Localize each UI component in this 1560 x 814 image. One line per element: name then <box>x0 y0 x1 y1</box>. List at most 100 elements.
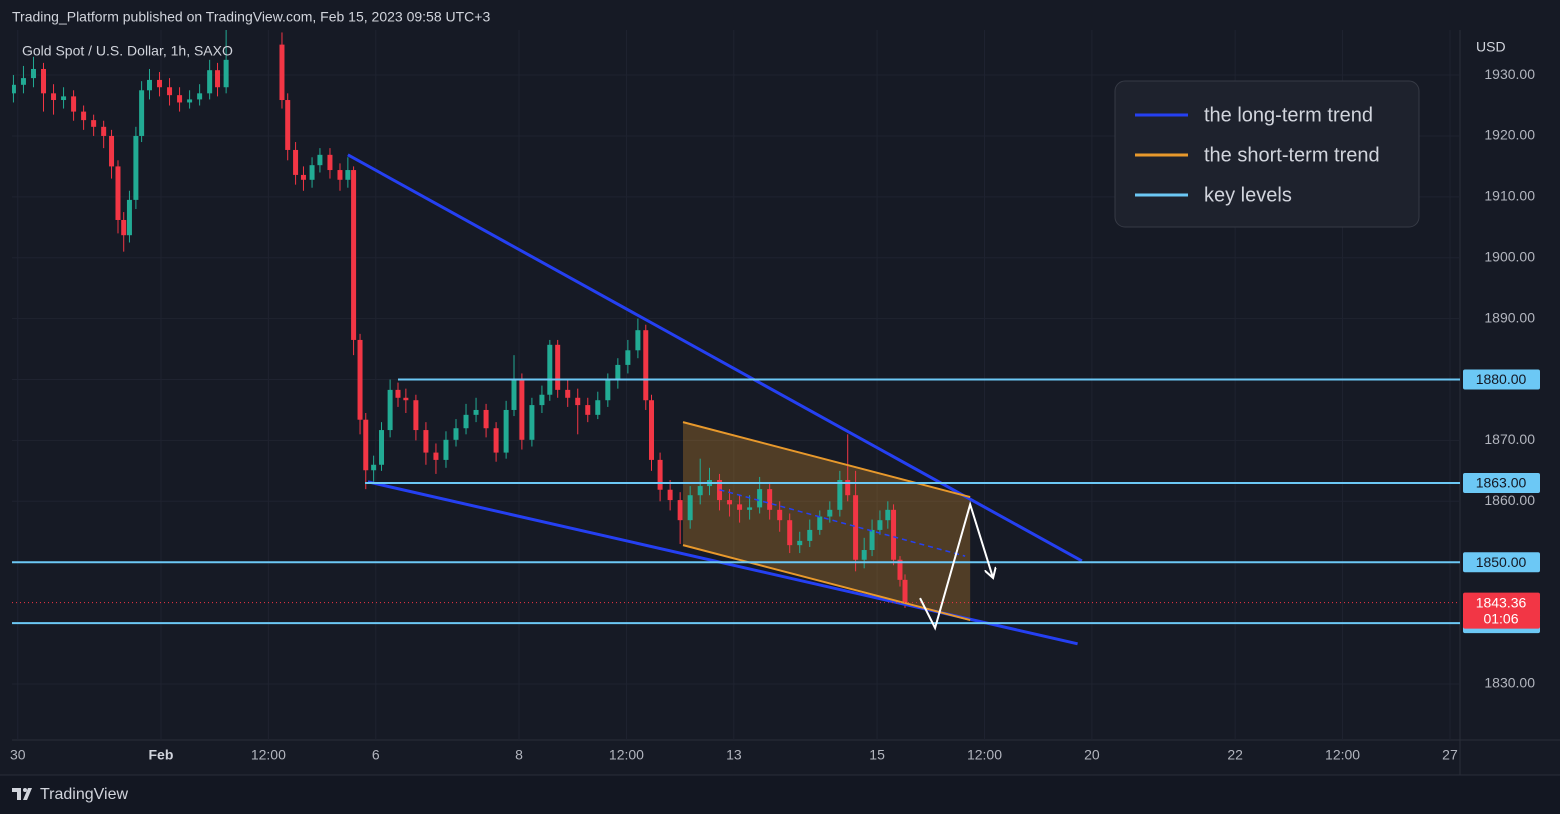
candle-body <box>837 479 843 510</box>
candle-body <box>395 389 401 398</box>
candle-body <box>473 409 479 415</box>
x-tick-label: 12:00 <box>967 747 1002 763</box>
candle-body <box>767 489 773 510</box>
x-tick-label: 30 <box>10 747 26 763</box>
x-tick-label: 8 <box>515 747 523 763</box>
candle-body <box>81 111 87 121</box>
candle-body <box>463 414 469 429</box>
candle-body <box>747 507 753 510</box>
current-price-label: 1843.36 <box>1476 594 1527 610</box>
candle-body <box>207 70 213 94</box>
y-tick-label: 1930.00 <box>1484 66 1535 82</box>
candle-body <box>555 344 561 390</box>
tradingview-logo <box>12 788 32 800</box>
candle-body <box>223 59 229 88</box>
candle-body <box>121 219 127 236</box>
candle-body <box>215 70 221 88</box>
candle-body <box>853 495 859 560</box>
candle-body <box>547 344 553 395</box>
x-tick-label: 12:00 <box>251 747 286 763</box>
candle-body <box>139 90 145 136</box>
candle-body <box>387 389 393 431</box>
price-tag <box>1463 552 1540 573</box>
candle-body <box>187 99 193 103</box>
candle-body <box>71 96 77 112</box>
candle-body <box>697 486 703 496</box>
candle-body <box>845 479 851 496</box>
candle-body <box>279 44 285 101</box>
candle-body <box>817 516 823 530</box>
candle-body <box>309 165 315 180</box>
candle-body <box>615 364 621 381</box>
candle-body <box>539 394 545 406</box>
candle-body <box>413 400 419 431</box>
candle-body <box>737 504 743 510</box>
x-tick-label: 22 <box>1227 747 1243 763</box>
candle-body <box>511 380 517 410</box>
legend-label: the long-term trend <box>1204 104 1373 126</box>
projection-arrow <box>919 500 993 631</box>
candle-body <box>177 95 183 103</box>
countdown: 01:06 <box>1483 610 1518 626</box>
candle-body <box>351 170 357 340</box>
legend-box <box>1114 80 1420 228</box>
candle-body <box>777 509 783 521</box>
plot-area <box>12 30 1460 646</box>
trend-line <box>682 421 971 499</box>
candle-body <box>30 68 36 79</box>
candle-body <box>61 96 67 101</box>
price-tag-label: 1880.00 <box>1476 371 1527 387</box>
y-tick-label: 1830.00 <box>1484 675 1535 691</box>
candle-body <box>300 174 306 180</box>
candle-body <box>345 170 351 180</box>
legend-label: the short-term trend <box>1204 144 1380 166</box>
publish-info: Trading_Platform published on TradingVie… <box>12 9 490 25</box>
candle-body <box>648 400 654 460</box>
candle-body <box>51 93 57 101</box>
currency: USD <box>1476 39 1506 55</box>
candle-body <box>91 120 97 127</box>
price-tag-label: 1850.00 <box>1476 554 1527 570</box>
current-price-tag <box>1463 592 1540 629</box>
candle-body <box>379 430 385 465</box>
candle-body <box>585 405 591 415</box>
candle-body <box>797 540 803 546</box>
candle-body <box>337 170 343 180</box>
overlay: 1830.001840.001850.001860.001870.001880.… <box>10 66 1540 763</box>
y-tick-label: 1910.00 <box>1484 188 1535 204</box>
grid <box>12 30 1460 740</box>
candle-body <box>877 520 883 530</box>
candle-body <box>757 489 763 508</box>
candle-body <box>20 78 26 85</box>
candle-body <box>635 330 641 351</box>
candle-body <box>503 409 509 453</box>
candle-body <box>605 380 611 401</box>
candle-body <box>327 154 333 171</box>
x-tick-label: 12:00 <box>1325 747 1360 763</box>
footer-bar <box>0 775 1560 814</box>
candle-body <box>371 464 377 471</box>
candle-body <box>687 495 693 521</box>
candle-body <box>101 126 107 136</box>
candle-body <box>12 84 16 94</box>
candle-body <box>807 529 813 541</box>
candle-body <box>363 419 369 471</box>
candle-body <box>657 459 663 490</box>
y-tick-label: 1920.00 <box>1484 127 1535 143</box>
candle-body <box>519 380 525 440</box>
x-tick-label: 12:00 <box>609 747 644 763</box>
candle-body <box>565 389 571 398</box>
y-tick-label: 1870.00 <box>1484 431 1535 447</box>
candle-body <box>197 93 203 100</box>
channel-midline <box>719 489 966 557</box>
candle-body <box>146 79 152 91</box>
legend-label: key levels <box>1204 184 1292 206</box>
candle-body <box>861 550 867 560</box>
y-tick-label: 1890.00 <box>1484 309 1535 325</box>
candle-body <box>529 405 535 440</box>
candle-body <box>575 397 581 406</box>
y-tick-label: 1900.00 <box>1484 248 1535 264</box>
candle-body <box>167 87 173 96</box>
